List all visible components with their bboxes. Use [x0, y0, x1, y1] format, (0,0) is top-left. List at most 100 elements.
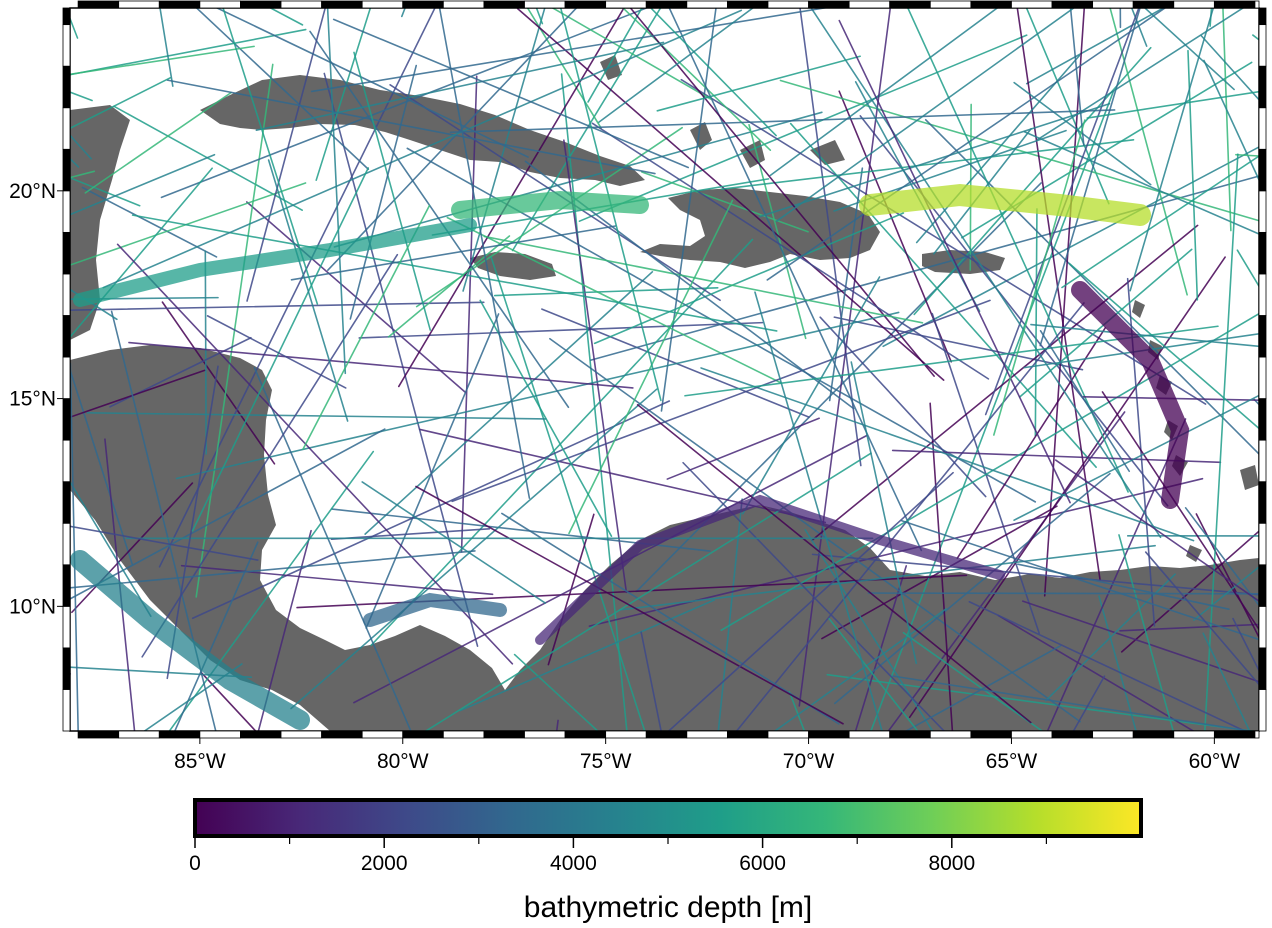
- frame-segment: [929, 0, 972, 9]
- ship-track: [70, 525, 259, 561]
- land-central-america: [70, 345, 505, 731]
- colorbar-tick-label: 0: [189, 852, 201, 875]
- frame-segment: [1254, 730, 1260, 739]
- ship-track: [332, 18, 690, 169]
- ship-track: [598, 8, 755, 123]
- frame-segment: [402, 730, 444, 739]
- land-yucatan: [70, 105, 130, 340]
- frame-segment: [442, 0, 485, 9]
- frame-segment: [848, 730, 891, 739]
- ship-track: [568, 199, 734, 535]
- frame-segment: [1258, 398, 1267, 441]
- colorbar-tick-label: 2000: [361, 852, 408, 875]
- ship-track: [365, 313, 500, 629]
- ship-track: [902, 631, 1044, 731]
- trench-track-band: [1071, 281, 1190, 509]
- frame-segment: [483, 0, 525, 9]
- frame-segment: [158, 730, 201, 739]
- frame-segment: [767, 730, 809, 739]
- frame-segment: [889, 0, 931, 9]
- frame-segment: [1258, 65, 1267, 109]
- colorbar: 0 2000 4000 6000 8000 bathymetric depth [m]: [189, 798, 1143, 924]
- frame-segment: [645, 0, 688, 9]
- frame-segment: [686, 730, 728, 739]
- ship-track: [587, 8, 643, 103]
- ship-track: [84, 91, 232, 194]
- ship-track: [1054, 459, 1259, 603]
- frame-segment: [1051, 730, 1094, 739]
- ship-track: [559, 8, 662, 402]
- ship-track: [720, 312, 1259, 632]
- ship-track: [1101, 391, 1259, 631]
- latitude-tick-label: 20°N: [9, 180, 56, 203]
- ship-track: [459, 599, 715, 712]
- ship-track: [1023, 333, 1259, 369]
- ship-track: [660, 8, 717, 412]
- ship-track: [811, 553, 1259, 596]
- colorbar-gradient: [195, 800, 1141, 836]
- frame-segment: [1258, 481, 1267, 524]
- frame-segment: [564, 730, 607, 739]
- frame-segment: [62, 481, 71, 524]
- trench-track-band: [535, 494, 1005, 645]
- frame-segment: [1258, 605, 1267, 649]
- ship-track: [333, 111, 823, 248]
- longitude-tick-label: 70°W: [783, 750, 835, 773]
- ship-track: [1082, 395, 1259, 402]
- ship-track: [619, 544, 1156, 611]
- ship-track: [490, 256, 646, 731]
- frame-segment: [1258, 273, 1267, 316]
- ship-track: [70, 45, 255, 76]
- ship-track: [141, 253, 399, 658]
- frame-segment: [1011, 730, 1053, 739]
- ship-track: [128, 341, 634, 389]
- ship-track: [882, 146, 1259, 348]
- colorbar-tick-label: 4000: [550, 852, 597, 875]
- frame-segment: [62, 522, 71, 566]
- frame-segment: [321, 0, 363, 9]
- ship-track: [560, 73, 628, 731]
- frame-segment: [1258, 689, 1267, 732]
- ship-track: [1184, 507, 1259, 607]
- ship-track: [1222, 8, 1232, 232]
- ship-track: [290, 225, 617, 281]
- ship-track: [257, 529, 312, 731]
- ship-track: [668, 8, 923, 552]
- ship-track: [180, 564, 494, 596]
- ship-track: [330, 528, 491, 540]
- ship-track: [1144, 551, 1259, 686]
- frame-segment: [62, 107, 71, 150]
- ship-track: [1098, 595, 1137, 731]
- ship-track: [160, 8, 649, 199]
- ship-track: [195, 8, 370, 171]
- frame-segment: [970, 730, 1012, 739]
- frame-segment: [62, 398, 71, 441]
- ship-track: [70, 153, 216, 216]
- frame-segment: [1258, 24, 1267, 67]
- ship-track: [838, 19, 1071, 504]
- ship-track: [310, 8, 829, 93]
- frame-segment: [645, 730, 688, 739]
- ship-track: [1039, 8, 1141, 347]
- ship-track: [204, 250, 207, 455]
- ship-track: [742, 276, 881, 515]
- trench-track-band: [363, 592, 507, 627]
- longitude-tick-label: 75°W: [580, 750, 632, 773]
- ship-track: [70, 362, 79, 731]
- ship-track: [1143, 8, 1235, 91]
- ship-track: [397, 8, 625, 388]
- ship-track: [593, 212, 905, 345]
- ship-track: [1061, 155, 1259, 289]
- ship-track: [887, 411, 1126, 731]
- frame-segment: [605, 730, 647, 739]
- frame-segment: [1258, 148, 1267, 192]
- ship-track: [438, 8, 531, 499]
- frame-segment: [62, 356, 71, 399]
- trench-track-band: [451, 190, 649, 219]
- trench-track-band: [70, 550, 310, 730]
- longitude-tick-labels: 85°W 80°W 75°W 70°W 65°W 60°W: [174, 738, 1240, 773]
- latitude-tick-label: 15°N: [9, 388, 56, 411]
- ship-track: [700, 367, 1195, 542]
- ship-track: [479, 299, 613, 537]
